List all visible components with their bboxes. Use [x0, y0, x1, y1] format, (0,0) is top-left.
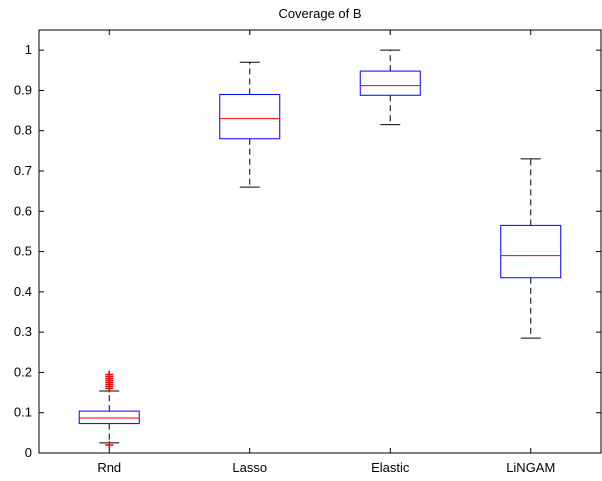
- box-iqr: [78, 410, 140, 425]
- y-tick-label: 0.5: [14, 244, 32, 259]
- box-iqr: [500, 224, 562, 279]
- y-tick-label: 0.2: [14, 364, 32, 379]
- x-tick-label: Elastic: [371, 460, 410, 475]
- axes-frame: [38, 29, 602, 454]
- y-tick-label: 0.1: [14, 405, 32, 420]
- x-tick-label: Lasso: [232, 460, 267, 475]
- box-iqr: [359, 70, 421, 96]
- y-tick-label: 0.4: [14, 284, 32, 299]
- y-tick-label: 1: [25, 42, 32, 57]
- outlier-marker: [105, 440, 114, 449]
- box-iqr: [219, 93, 281, 140]
- plot-area: 0 0.1 0.2 0.3 0.4 0.5 0.6 0.7 0.8 0.9 1 Rnd Lasso Ela…: [14, 29, 602, 475]
- outlier-marker: [105, 370, 114, 379]
- x-tick-label: LiNGAM: [506, 460, 555, 475]
- x-tick-label: Rnd: [97, 460, 121, 475]
- y-tick-label: 0: [25, 445, 32, 460]
- chart-title: Coverage of B: [278, 6, 361, 21]
- y-tick-label: 0.7: [14, 163, 32, 178]
- y-tick-label: 0.9: [14, 82, 32, 97]
- y-tick-label: 0.3: [14, 324, 32, 339]
- y-tick-label: 0.6: [14, 203, 32, 218]
- y-tick-label: 0.8: [14, 123, 32, 138]
